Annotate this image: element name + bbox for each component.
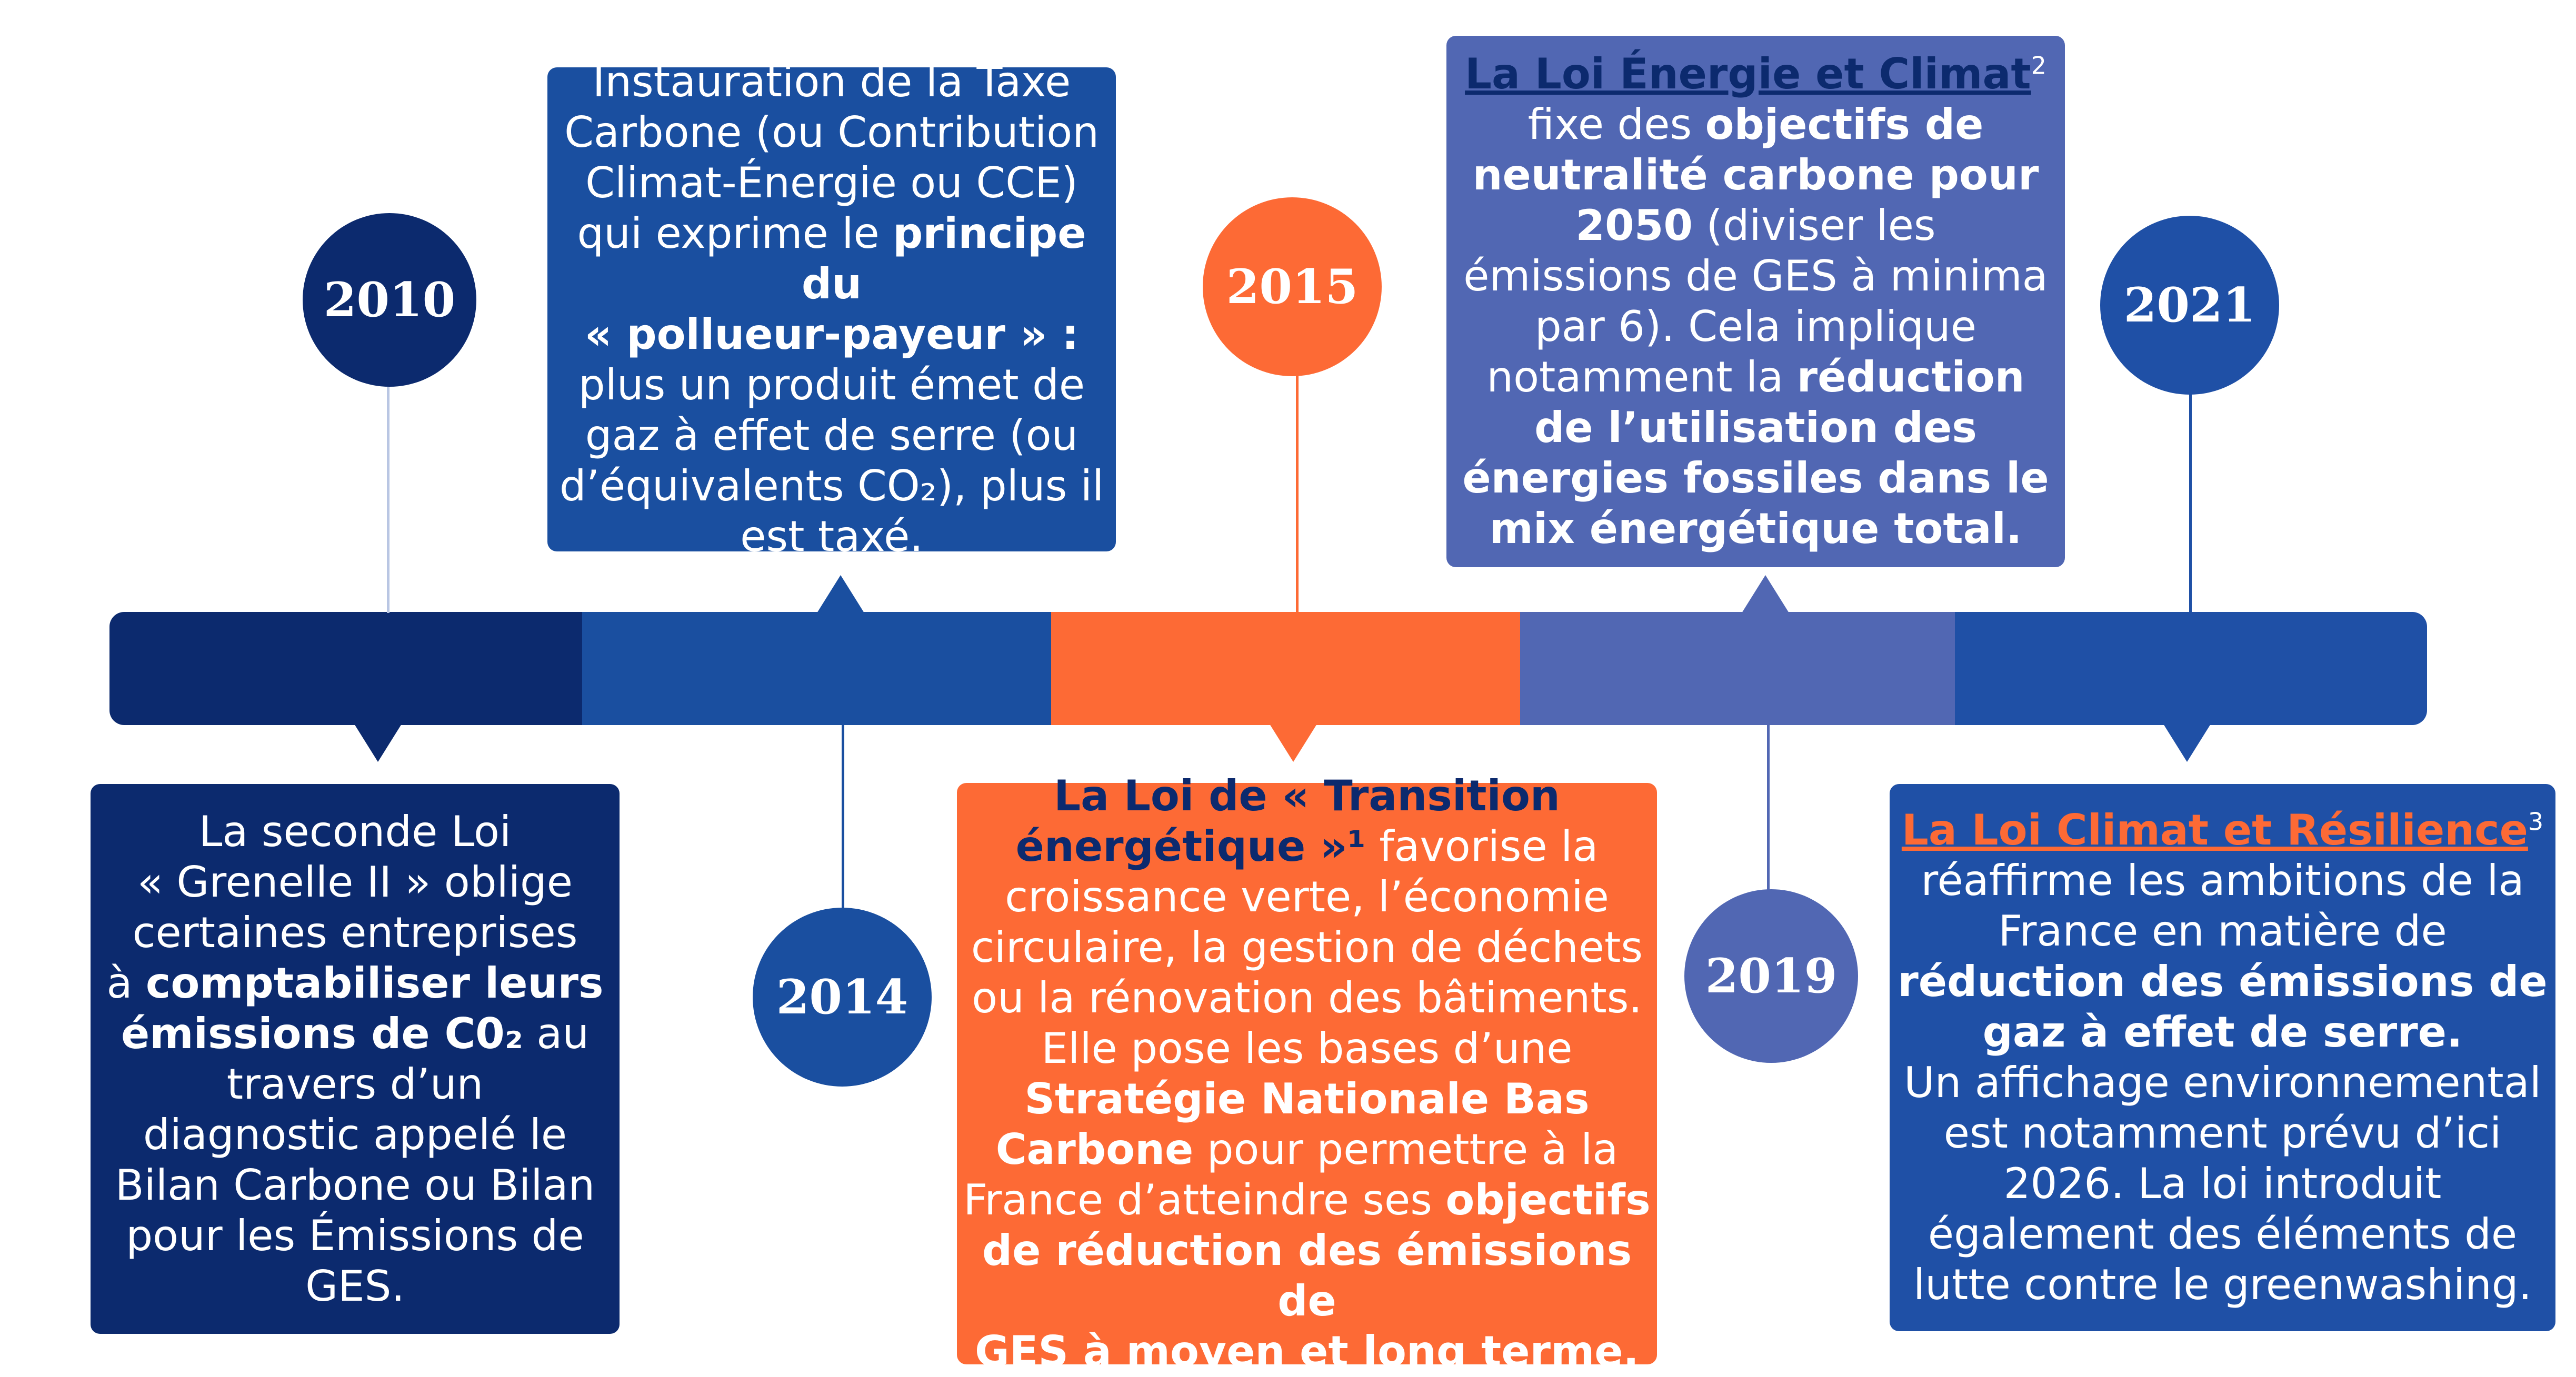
text-line: de réduction des émissions de bbox=[982, 1225, 1632, 1325]
text-line: « Grenelle II » oblige bbox=[137, 857, 573, 907]
year-label-2014: 2014 bbox=[776, 969, 908, 1025]
timeline-segment-2010 bbox=[109, 612, 583, 725]
text-line: d’équivalents CO₂), plus il bbox=[559, 461, 1104, 510]
footnote-marker: 3 bbox=[2528, 807, 2544, 836]
text-line: 2026. La loi introduit bbox=[2003, 1159, 2442, 1208]
text-line: réduction des émissions de bbox=[1898, 957, 2548, 1006]
text-line: diagnostic appelé le bbox=[143, 1110, 567, 1159]
text-line: Instauration de la Taxe bbox=[592, 57, 1071, 106]
text-line: travers d’un bbox=[226, 1059, 484, 1109]
text-line: 2050 (diviser les bbox=[1575, 201, 1936, 250]
text-line: La Loi Climat et Résilience3 bbox=[1890, 805, 2555, 856]
text-line: Stratégie Nationale Bas bbox=[1024, 1074, 1590, 1123]
year-circle-2021: 2021 bbox=[2100, 216, 2279, 395]
stem-2010 bbox=[387, 387, 390, 613]
year-circle-2015: 2015 bbox=[1203, 197, 1382, 376]
text-line: énergétique »¹ favorise la bbox=[1015, 821, 1599, 871]
text-line: qui exprime le principe du bbox=[577, 209, 1086, 308]
text-line: lutte contre le greenwashing. bbox=[1913, 1260, 2532, 1309]
text-line: ou la rénovation des bâtiments. bbox=[972, 973, 1642, 1022]
text-line: émissions de GES à minima bbox=[1463, 252, 2048, 300]
text-line: Elle pose les bases d’une bbox=[1041, 1023, 1573, 1073]
timeline-segment-2021 bbox=[1955, 612, 2427, 725]
stem-2021 bbox=[2189, 387, 2192, 613]
year-circle-2010: 2010 bbox=[303, 213, 476, 387]
text-line: circulaire, la gestion de déchets bbox=[971, 922, 1643, 972]
text-line: Carbone (ou Contribution bbox=[564, 108, 1099, 157]
text-line: plus un produit émet de bbox=[578, 360, 1085, 409]
text-line: GES. bbox=[305, 1261, 405, 1311]
text-line: Un affichage environnemental bbox=[1904, 1058, 2541, 1107]
event-box-2015: La Loi de « Transition énergétique »¹ fa… bbox=[957, 771, 1657, 1376]
text-line: est notamment prévu d’ici bbox=[1943, 1109, 2502, 1158]
text-line: croissance verte, l’économie bbox=[1005, 872, 1609, 921]
pointer-2015 bbox=[1270, 724, 1317, 762]
pointer-2019 bbox=[1742, 575, 1789, 613]
year-label-2010: 2010 bbox=[323, 272, 456, 328]
text-line: Bilan Carbone ou Bilan bbox=[115, 1160, 595, 1210]
year-circle-2019: 2019 bbox=[1684, 889, 1858, 1063]
stem-2014 bbox=[842, 725, 844, 912]
text-line: Climat-Énergie ou CCE) bbox=[585, 158, 1078, 207]
year-label-2015: 2015 bbox=[1226, 259, 1359, 315]
text-line: neutralité carbone pour bbox=[1472, 150, 2039, 199]
year-label-2019: 2019 bbox=[1705, 948, 1838, 1004]
text-line: émissions de C0₂ au bbox=[121, 1009, 590, 1058]
text-line: certaines entreprises bbox=[132, 908, 578, 957]
year-label-2021: 2021 bbox=[2123, 277, 2256, 333]
text-line: La Loi Énergie et Climat2 bbox=[1446, 49, 2065, 99]
text-line: « pollueur-payeur » : bbox=[584, 310, 1079, 359]
text-line: est taxé. bbox=[740, 512, 923, 561]
event-box-2010: La seconde Loi « Grenelle II » oblige ce… bbox=[91, 784, 620, 1334]
text-line: notamment la réduction bbox=[1486, 353, 2025, 401]
year-circle-2014: 2014 bbox=[753, 908, 932, 1087]
text-line: également des éléments de bbox=[1928, 1210, 2518, 1259]
text-line: réaffirme les ambitions de la bbox=[1921, 856, 2524, 905]
text-line: pour les Émissions de bbox=[126, 1211, 584, 1260]
stem-2019 bbox=[1767, 725, 1770, 893]
text-line: de l’utilisation des bbox=[1534, 403, 1977, 452]
text-line: gaz à effet de serre. bbox=[1982, 1008, 2463, 1057]
footnote-marker: 2 bbox=[2031, 51, 2046, 80]
text-line: GES à moyen et long terme. bbox=[975, 1326, 1639, 1376]
text-line: France d’atteindre ses objectifs bbox=[963, 1175, 1651, 1224]
text-line: à comptabiliser leurs bbox=[106, 958, 604, 1008]
timeline-segment-2019 bbox=[1520, 612, 1956, 725]
text-line: France en matière de bbox=[1998, 907, 2447, 956]
event-box-2021: La Loi Climat et Résilience3 réaffirme l… bbox=[1890, 784, 2555, 1331]
text-line: énergies fossiles dans le bbox=[1462, 454, 2049, 502]
text-line: gaz à effet de serre (ou bbox=[585, 411, 1079, 460]
pointer-2010 bbox=[354, 724, 402, 762]
text-line: La seconde Loi bbox=[198, 807, 512, 856]
text-line: Carbone pour permettre à la bbox=[995, 1124, 1619, 1174]
event-box-2014: Instauration de la Taxe Carbone (ou Cont… bbox=[547, 57, 1116, 561]
text-line: par 6). Cela implique bbox=[1535, 302, 1976, 351]
text-line: La Loi de « Transition bbox=[1054, 771, 1560, 820]
text-line: mix énergétique total. bbox=[1489, 504, 2022, 553]
pointer-2014 bbox=[817, 575, 864, 613]
law-link-climat-resilience[interactable]: La Loi Climat et Résilience bbox=[1901, 806, 2528, 855]
timeline-segment-2015 bbox=[1051, 612, 1521, 725]
timeline-segment-2014 bbox=[582, 612, 1052, 725]
pointer-2021 bbox=[2163, 724, 2211, 762]
law-link-energie-climat[interactable]: La Loi Énergie et Climat bbox=[1465, 49, 2031, 98]
text-line: fixe des objectifs de bbox=[1527, 100, 1984, 149]
stem-2015 bbox=[1296, 366, 1299, 613]
event-box-2019: La Loi Énergie et Climat2 fixe des objec… bbox=[1446, 36, 2065, 567]
